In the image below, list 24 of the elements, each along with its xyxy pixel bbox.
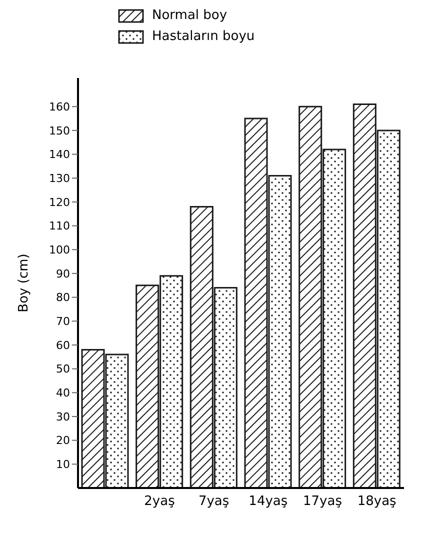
legend-label: Normal boy xyxy=(152,8,228,23)
y-tick-label: 60 xyxy=(56,338,70,352)
y-tick-label: 70 xyxy=(56,315,70,328)
y-tick-label: 80 xyxy=(56,291,70,304)
y-tick-label: 160 xyxy=(49,100,70,114)
legend-label: Hastaların boyu xyxy=(152,29,255,44)
y-tick-label: 10 xyxy=(56,458,70,472)
y-tick-label: 130 xyxy=(49,172,70,186)
x-tick-label: 18yaş xyxy=(357,494,397,510)
y-tick-label: 50 xyxy=(56,362,70,376)
y-tick-label: 150 xyxy=(49,124,70,138)
y-axis-title: Boy (cm) xyxy=(16,254,32,312)
x-tick-label: 14yaş xyxy=(248,494,288,510)
x-tick-label: 2yaş xyxy=(144,494,176,510)
y-tick-label: 100 xyxy=(49,244,70,257)
x-tick-label: 17yaş xyxy=(303,494,342,510)
y-tick-label: 30 xyxy=(56,410,70,424)
y-tick-label: 40 xyxy=(56,386,70,400)
y-tick-label: 110 xyxy=(49,220,70,233)
y-tick-label: 90 xyxy=(56,267,70,280)
x-tick-label: 7yaş xyxy=(198,494,230,510)
y-tick-label: 140 xyxy=(49,148,70,162)
y-tick-label: 120 xyxy=(49,196,70,209)
y-tick-label: 20 xyxy=(56,434,70,448)
